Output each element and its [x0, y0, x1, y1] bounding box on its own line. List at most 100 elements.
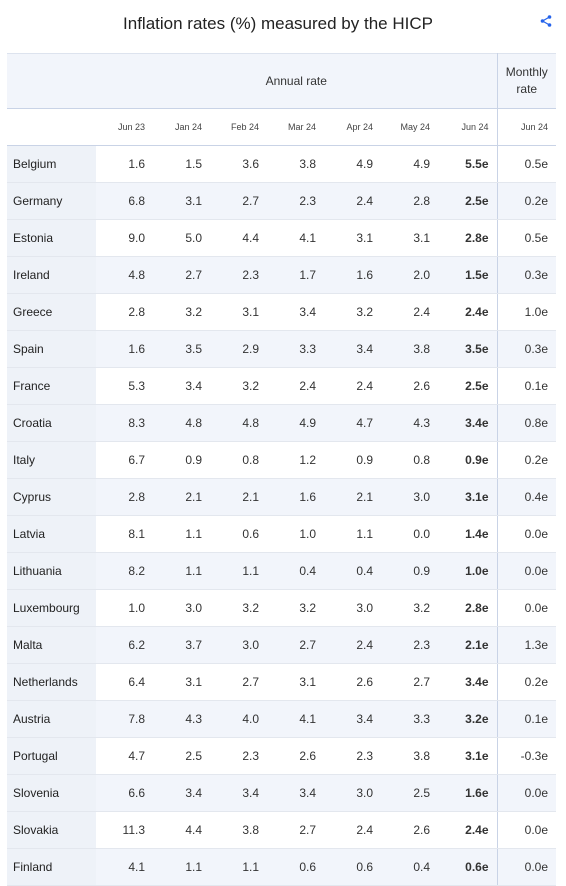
country-col-header: [7, 108, 96, 146]
annual-rate-cell: 2.8: [96, 478, 153, 516]
table-row: Lithuania 8.2 1.1 1.1 0.4 0.4 0.9 1.0e 0.0e: [7, 552, 557, 590]
annual-rate-cell: 3.0: [153, 589, 210, 627]
annual-rate-cell: 1.6: [96, 145, 153, 183]
country-cell: Germany: [7, 182, 96, 220]
annual-rate-cell: 3.2: [210, 589, 267, 627]
country-cell: Belgium: [7, 145, 96, 183]
annual-rate-cell: 1.1: [153, 552, 210, 590]
annual-rate-cell: 0.8: [210, 441, 267, 479]
annual-rate-cell: 2.4: [324, 626, 381, 664]
annual-rate-cell: 3.1: [153, 182, 210, 220]
annual-rate-cell: 4.3: [153, 700, 210, 738]
table-row: Finland 4.1 1.1 1.1 0.6 0.6 0.4 0.6e 0.0e: [7, 848, 557, 886]
annual-rate-cell: 2.3: [267, 182, 324, 220]
annual-rate-cell: 6.4: [96, 663, 153, 701]
annual-rate-cell: 0.6e: [438, 848, 498, 886]
annual-rate-cell: 4.8: [153, 404, 210, 442]
table-row: Slovenia 6.6 3.4 3.4 3.4 3.0 2.5 1.6e 0.0e: [7, 774, 557, 812]
monthly-rate-cell: 0.0e: [497, 515, 557, 553]
annual-rate-cell: 2.1e: [438, 626, 498, 664]
annual-rate-cell: 1.1: [153, 515, 210, 553]
country-cell: Greece: [7, 293, 96, 331]
annual-rate-cell: 2.4e: [438, 811, 498, 849]
annual-rate-cell: 2.4: [267, 367, 324, 405]
table-body: Belgium 1.6 1.5 3.6 3.8 4.9 4.9 5.5e 0.5e Germany…: [7, 145, 557, 886]
annual-rate-cell: 2.3: [210, 256, 267, 294]
annual-rate-cell: 4.8: [210, 404, 267, 442]
table-row: Luxembourg 1.0 3.0 3.2 3.2 3.0 3.2 2.8e 0.0e: [7, 589, 557, 627]
annual-rate-cell: 2.4e: [438, 293, 498, 331]
country-header-blank: [7, 53, 96, 109]
annual-rate-cell: 4.0: [210, 700, 267, 738]
annual-rate-cell: 11.3: [96, 811, 153, 849]
annual-rate-cell: 4.9: [267, 404, 324, 442]
annual-rate-cell: 2.3: [210, 737, 267, 775]
annual-rate-cell: 3.2: [153, 293, 210, 331]
annual-rate-cell: 9.0: [96, 219, 153, 257]
annual-rate-cell: 1.1: [153, 848, 210, 886]
monthly-rate-cell: 0.2e: [497, 663, 557, 701]
table-row: Austria 7.8 4.3 4.0 4.1 3.4 3.3 3.2e 0.1e: [7, 700, 557, 738]
annual-rate-cell: 2.4: [324, 182, 381, 220]
annual-rate-cell: 1.1: [210, 848, 267, 886]
annual-rate-cell: 5.5e: [438, 145, 498, 183]
annual-rate-cell: 4.7: [324, 404, 381, 442]
annual-rate-cell: 2.4: [324, 811, 381, 849]
monthly-rate-cell: -0.3e: [497, 737, 557, 775]
annual-rate-cell: 2.6: [381, 367, 438, 405]
annual-rate-cell: 2.8: [96, 293, 153, 331]
table-row: Italy 6.7 0.9 0.8 1.2 0.9 0.8 0.9e 0.2e: [7, 441, 557, 479]
annual-rate-cell: 0.8: [381, 441, 438, 479]
monthly-rate-cell: 0.2e: [497, 441, 557, 479]
monthly-rate-cell: 0.3e: [497, 256, 557, 294]
annual-rate-cell: 0.9: [381, 552, 438, 590]
annual-rate-cell: 0.6: [324, 848, 381, 886]
annual-rate-cell: 3.7: [153, 626, 210, 664]
annual-rate-cell: 6.8: [96, 182, 153, 220]
country-cell: Luxembourg: [7, 589, 96, 627]
annual-rate-cell: 3.1: [267, 663, 324, 701]
month-header-row: Jun 23 Jan 24 Feb 24 Mar 24 Apr 24 May 2…: [7, 108, 557, 146]
country-cell: Lithuania: [7, 552, 96, 590]
table-row: Latvia 8.1 1.1 0.6 1.0 1.1 0.0 1.4e 0.0e: [7, 515, 557, 553]
annual-rate-cell: 0.9e: [438, 441, 498, 479]
table-row: Belgium 1.6 1.5 3.6 3.8 4.9 4.9 5.5e 0.5e: [7, 145, 557, 183]
country-cell: Estonia: [7, 219, 96, 257]
annual-rate-cell: 2.6: [381, 811, 438, 849]
annual-rate-cell: 0.9: [324, 441, 381, 479]
annual-rate-cell: 2.9: [210, 330, 267, 368]
annual-rate-cell: 1.6: [267, 478, 324, 516]
annual-rate-cell: 2.0: [381, 256, 438, 294]
annual-rate-cell: 1.0: [267, 515, 324, 553]
annual-rate-cell: 3.0: [324, 589, 381, 627]
monthly-rate-cell: 0.5e: [497, 219, 557, 257]
annual-rate-cell: 8.3: [96, 404, 153, 442]
annual-rate-cell: 3.8: [381, 330, 438, 368]
country-cell: Netherlands: [7, 663, 96, 701]
annual-rate-cell: 3.0: [324, 774, 381, 812]
annual-rate-cell: 2.3: [324, 737, 381, 775]
annual-rate-cell: 3.1: [381, 219, 438, 257]
annual-rate-cell: 2.5: [381, 774, 438, 812]
country-cell: Croatia: [7, 404, 96, 442]
monthly-rate-cell: 0.8e: [497, 404, 557, 442]
annual-rate-cell: 2.4: [381, 293, 438, 331]
table-row: Cyprus 2.8 2.1 2.1 1.6 2.1 3.0 3.1e 0.4e: [7, 478, 557, 516]
monthly-rate-cell: 0.1e: [497, 367, 557, 405]
annual-rate-cell: 2.7: [153, 256, 210, 294]
annual-rate-cell: 2.1: [153, 478, 210, 516]
annual-rate-cell: 1.7: [267, 256, 324, 294]
annual-rate-cell: 2.8: [381, 182, 438, 220]
annual-rate-cell: 5.3: [96, 367, 153, 405]
annual-rate-cell: 2.3: [381, 626, 438, 664]
annual-rate-cell: 0.9: [153, 441, 210, 479]
monthly-rate-cell: 0.0e: [497, 774, 557, 812]
table-row: Estonia 9.0 5.0 4.4 4.1 3.1 3.1 2.8e 0.5e: [7, 219, 557, 257]
header-group-row: Annual rate Monthly rate: [7, 53, 557, 109]
annual-rate-cell: 0.0: [381, 515, 438, 553]
annual-rate-cell: 3.2: [324, 293, 381, 331]
annual-rate-cell: 3.3: [381, 700, 438, 738]
table-row: Portugal 4.7 2.5 2.3 2.6 2.3 3.8 3.1e -0.3e: [7, 737, 557, 775]
annual-rate-cell: 1.6: [96, 330, 153, 368]
share-icon[interactable]: [539, 14, 553, 28]
